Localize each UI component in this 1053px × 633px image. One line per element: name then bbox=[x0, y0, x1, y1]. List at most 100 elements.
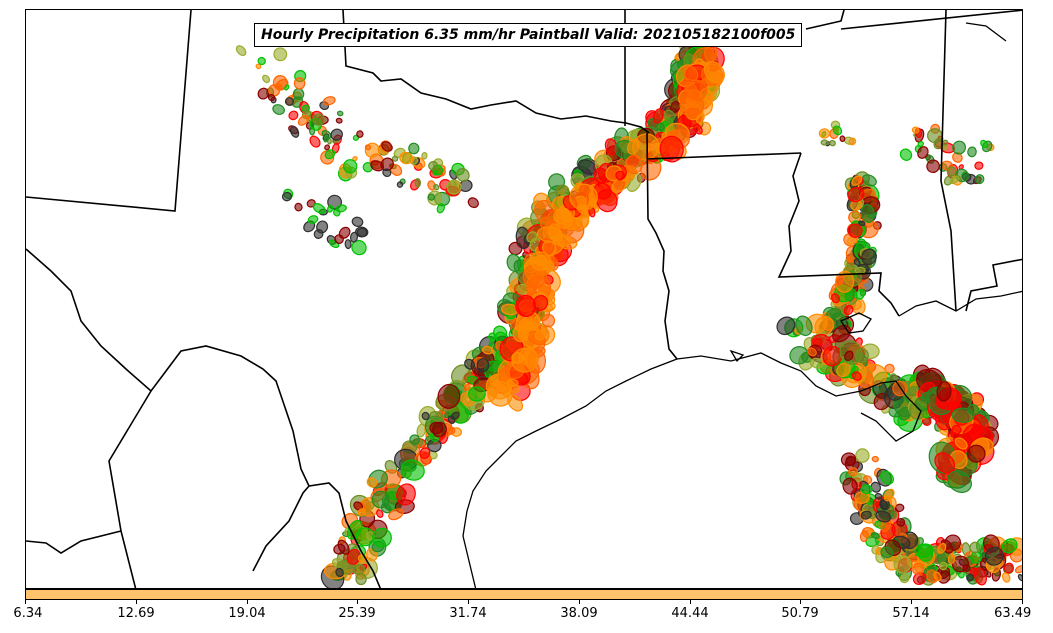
precip-blob bbox=[848, 467, 858, 477]
precip-blob bbox=[967, 404, 980, 416]
precip-blob bbox=[836, 362, 851, 378]
coastline bbox=[462, 22, 1022, 588]
precip-blob bbox=[899, 573, 910, 584]
mo-river bbox=[965, 22, 1007, 42]
precip-blob bbox=[967, 146, 977, 158]
precip-blob bbox=[262, 74, 271, 84]
precip-blob bbox=[419, 447, 431, 459]
precip-blob bbox=[429, 421, 444, 435]
precip-blob bbox=[958, 164, 964, 170]
precip-blob bbox=[541, 313, 556, 328]
precip-blob bbox=[776, 316, 796, 336]
precip-paintballs bbox=[235, 23, 1022, 588]
precip-blob bbox=[488, 332, 496, 341]
precip-blob bbox=[656, 122, 665, 132]
precip-blob bbox=[408, 142, 420, 155]
precip-blob bbox=[861, 204, 875, 223]
precip-blob bbox=[703, 61, 725, 84]
ms-al-coast bbox=[898, 290, 1022, 317]
precip-blob bbox=[844, 350, 854, 362]
colorbar-tick bbox=[1022, 600, 1023, 604]
precip-blob bbox=[414, 178, 422, 188]
precip-blob bbox=[973, 567, 987, 586]
precip-blob bbox=[818, 128, 830, 139]
precip-blob bbox=[807, 347, 817, 357]
precip-blob bbox=[309, 135, 321, 148]
map-title: Hourly Precipitation 6.35 mm/hr Paintbal… bbox=[254, 23, 803, 47]
precip-blob bbox=[506, 253, 522, 273]
precip-blob bbox=[847, 223, 863, 238]
border-mx-states bbox=[108, 390, 152, 588]
precip-blob bbox=[273, 47, 288, 62]
precip-blob bbox=[355, 573, 367, 586]
la-coast bbox=[676, 352, 922, 442]
precip-blob bbox=[907, 387, 917, 397]
precip-blob bbox=[853, 258, 861, 267]
precip-blob bbox=[1017, 573, 1022, 582]
precip-blob bbox=[526, 231, 538, 243]
precip-blob bbox=[1001, 538, 1018, 554]
precip-blob bbox=[695, 113, 705, 124]
precip-blob bbox=[917, 141, 925, 147]
precip-blob bbox=[464, 358, 476, 370]
precip-blob bbox=[684, 81, 698, 100]
precip-blob bbox=[569, 183, 598, 211]
colorbar-tick-label: 50.79 bbox=[781, 606, 819, 621]
colorbar-tick-label: 6.34 bbox=[13, 606, 43, 621]
precip-blob bbox=[593, 182, 612, 200]
colorbar-tick-label: 63.49 bbox=[994, 606, 1032, 621]
precip-blob bbox=[962, 564, 971, 572]
precip-blob bbox=[670, 101, 681, 113]
precip-blob bbox=[428, 160, 439, 171]
precip-blob bbox=[481, 345, 494, 355]
border-mx-states-2 bbox=[26, 530, 122, 554]
precip-blob bbox=[847, 187, 865, 203]
precip-blob bbox=[257, 87, 270, 100]
precip-blob bbox=[536, 226, 563, 243]
precip-blob bbox=[307, 215, 319, 224]
map-panel: Hourly Precipitation 6.35 mm/hr Paintbal… bbox=[25, 9, 1023, 589]
precip-blob bbox=[870, 532, 880, 539]
precip-blob bbox=[506, 378, 519, 387]
colorbar-tick bbox=[468, 600, 469, 604]
colorbar-tick bbox=[579, 600, 580, 604]
precip-blob bbox=[371, 490, 390, 509]
colorbar-tick bbox=[25, 600, 26, 604]
precip-blob bbox=[335, 567, 344, 578]
precip-blob bbox=[324, 149, 336, 160]
precip-blob bbox=[938, 561, 948, 571]
precip-blob bbox=[1003, 562, 1014, 574]
precip-blob bbox=[879, 498, 890, 511]
colorbar-tick bbox=[357, 600, 358, 604]
state-borders bbox=[26, 10, 1022, 588]
precip-blob bbox=[894, 503, 905, 513]
precip-blob bbox=[312, 113, 325, 126]
precip-blob bbox=[832, 125, 843, 136]
precip-blob bbox=[396, 181, 404, 188]
precip-blob bbox=[834, 270, 855, 293]
precip-blob bbox=[854, 266, 866, 275]
precip-blob bbox=[400, 459, 425, 481]
colorbar-tick bbox=[800, 600, 801, 604]
precip-blob bbox=[391, 155, 399, 162]
precip-blob bbox=[926, 159, 940, 174]
colorbar-tick-label: 38.09 bbox=[560, 606, 598, 621]
precip-blob bbox=[324, 144, 331, 151]
precip-blob bbox=[858, 220, 866, 227]
precip-blob bbox=[875, 510, 892, 523]
precip-blob bbox=[854, 491, 870, 504]
precip-blob bbox=[334, 234, 344, 244]
precip-blob bbox=[372, 527, 392, 548]
precip-blob bbox=[949, 175, 960, 185]
precip-blob bbox=[859, 530, 869, 543]
colorbar-tick-label: 25.39 bbox=[338, 606, 376, 621]
precip-blob bbox=[860, 484, 873, 495]
precip-blob bbox=[330, 128, 343, 141]
precip-blob bbox=[532, 295, 549, 311]
precip-blob bbox=[433, 183, 440, 191]
precip-blob bbox=[409, 434, 420, 446]
precip-blob bbox=[947, 470, 972, 493]
precip-blob bbox=[851, 175, 863, 186]
precip-blob bbox=[871, 455, 879, 463]
precip-blob bbox=[380, 157, 394, 172]
